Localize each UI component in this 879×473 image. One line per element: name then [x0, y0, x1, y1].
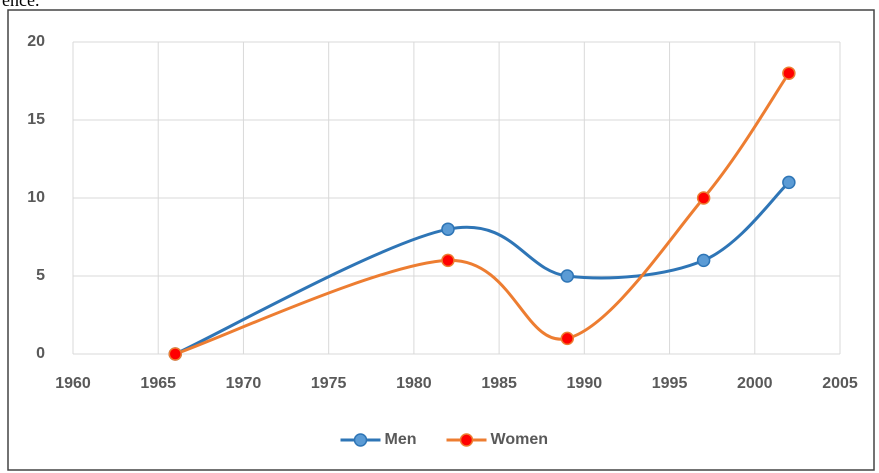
data-point [782, 66, 796, 80]
y-tick-label: 5 [36, 267, 45, 284]
x-tick-label: 1965 [140, 375, 176, 392]
legend-marker [353, 433, 368, 447]
x-tick-label: 1980 [396, 375, 432, 392]
page-fragment: ence. [2, 0, 39, 10]
data-point [560, 331, 575, 346]
x-tick-label: 1975 [311, 375, 347, 392]
legend-marker [459, 433, 474, 447]
data-point [441, 253, 455, 268]
series-line [174, 181, 790, 356]
x-tick-label: 1960 [55, 375, 91, 392]
y-tick-label: 10 [27, 189, 45, 206]
legend-label: Men [385, 431, 417, 448]
data-point [560, 269, 575, 283]
y-tick-label: 0 [36, 345, 45, 362]
x-tick-label: 1990 [567, 375, 603, 392]
x-tick-label: 1995 [652, 375, 688, 392]
data-point [696, 253, 711, 268]
data-point [696, 191, 711, 205]
legend-label: Women [491, 431, 548, 448]
x-tick-label: 2000 [737, 375, 773, 392]
x-tick-label: 1985 [481, 375, 517, 392]
data-point [782, 175, 796, 190]
x-tick-label: 2005 [822, 375, 858, 392]
y-tick-label: 20 [27, 33, 45, 50]
chart-frame [7, 9, 875, 471]
data-point [441, 222, 455, 236]
data-point [168, 347, 183, 361]
series-line [174, 72, 791, 356]
y-tick-label: 15 [27, 111, 45, 128]
x-tick-label: 1970 [226, 375, 262, 392]
